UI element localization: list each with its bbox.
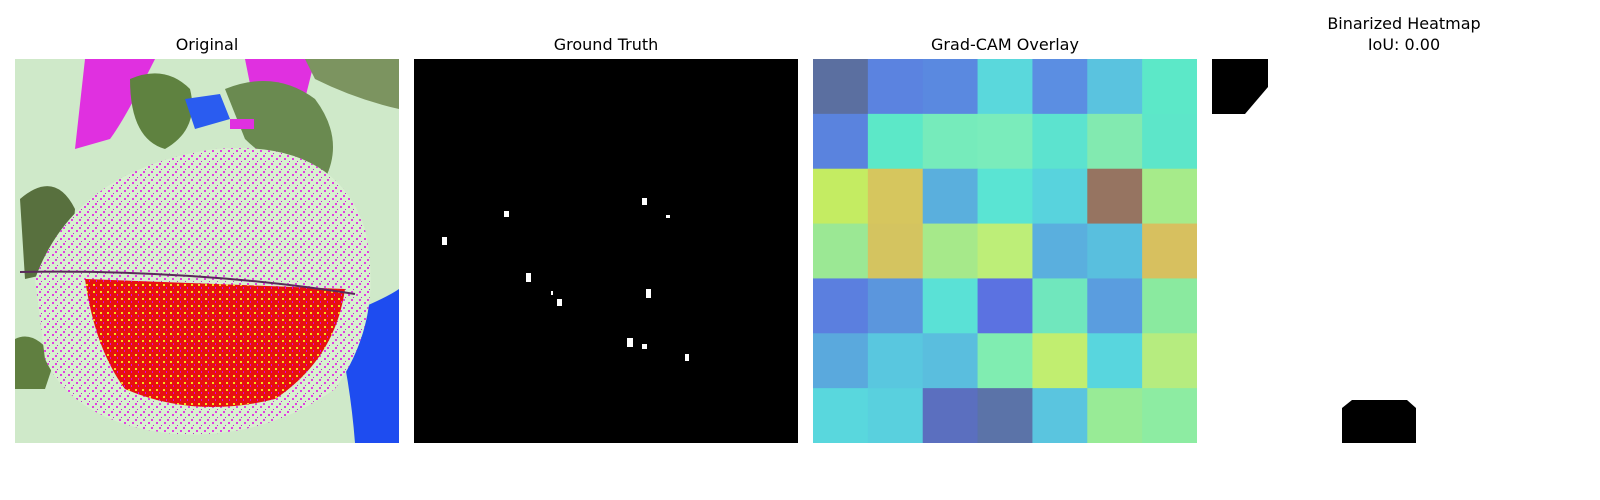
gradcam-cell [922,278,979,334]
gradcam-cell [1142,278,1197,334]
gradcam-cell [922,388,979,443]
gradcam-cell [1087,168,1143,225]
lesion-spot [666,215,670,218]
lesion-spot [551,291,553,295]
lesion-spot [627,338,633,347]
binarized-heatmap [1212,59,1596,443]
original-image [15,59,399,443]
lesion-spot [557,299,562,306]
gradcam-cell [867,113,924,170]
activation-blob [1342,400,1416,443]
gradcam-cell [922,59,979,115]
gradcam-cell [1142,59,1197,115]
gradcam-cell [922,223,979,279]
gradcam-cell [813,59,869,115]
gradcam-cell [867,278,924,334]
heatmap-background [1212,59,1596,443]
gradcam-cell [867,59,924,115]
iou-score-label: IoU: 0.00 [1367,35,1441,54]
panel-title-binarized-heatmap: Binarized Heatmap [1327,14,1481,33]
gradcam-cell [1142,333,1197,389]
gradcam-cell [977,333,1033,389]
gradcam-cell [1087,278,1143,334]
gradcam-cell [977,278,1033,334]
lesion-spot [685,354,689,361]
lesion-spot [642,344,647,349]
gradcam-cell [813,113,869,170]
gradcam-cell [1087,113,1143,170]
ground-truth-mask [414,59,798,443]
magenta-region [230,119,254,129]
gradcam-cell [1142,113,1197,170]
gradcam-cell [922,113,979,170]
gradcam-cell [813,223,869,279]
dark-green-region [305,59,399,109]
lesion-spot [442,237,447,245]
gradcam-cell [1032,223,1088,279]
gradcam-cell [1087,59,1143,115]
gradcam-cell [1087,333,1143,389]
gradcam-cell [1142,388,1197,443]
lesion-spot [504,211,509,217]
gradcam-cell [1087,223,1143,279]
gradcam-cell [813,278,869,334]
dark-green-region [130,73,193,149]
gradcam-cell [977,223,1033,279]
panel-title-gradcam-overlay: Grad-CAM Overlay [931,35,1079,54]
lesion-spot [526,273,531,282]
diseased-region [85,279,345,407]
panel-title-original: Original [175,35,239,54]
gradcam-cell [977,113,1033,170]
gradcam-cell [1032,113,1088,170]
gradcam-cell [867,168,924,225]
gradcam-cell [867,388,924,443]
gradcam-cell [867,333,924,389]
gradcam-cell [977,388,1033,443]
lesion-spot [642,198,647,205]
gradcam-cell [1032,168,1088,225]
lesion-spot [646,289,651,298]
gradcam-cell [867,223,924,279]
gradcam-cell [977,168,1033,225]
gradcam-cell [813,333,869,389]
gradcam-cell [1142,168,1197,225]
gradcam-cell [922,333,979,389]
blue-region [185,94,230,129]
gradcam-cell [1032,333,1088,389]
dark-green-region [225,81,333,179]
gradcam-cell [1087,388,1143,443]
gradcam-cell [1032,278,1088,334]
gradcam-cell [922,168,979,225]
gradcam-cell [1032,59,1088,115]
midrib-line [19,270,356,295]
gradcam-cell [813,388,869,443]
gradcam-cell [813,168,869,225]
mask-background [414,59,798,443]
gradcam-overlay [813,59,1197,443]
gradcam-cell [1032,388,1088,443]
activation-blob [1212,59,1268,114]
gradcam-cell [977,59,1033,115]
panel-title-ground-truth: Ground Truth [553,35,659,54]
gradcam-cell [1142,223,1197,279]
